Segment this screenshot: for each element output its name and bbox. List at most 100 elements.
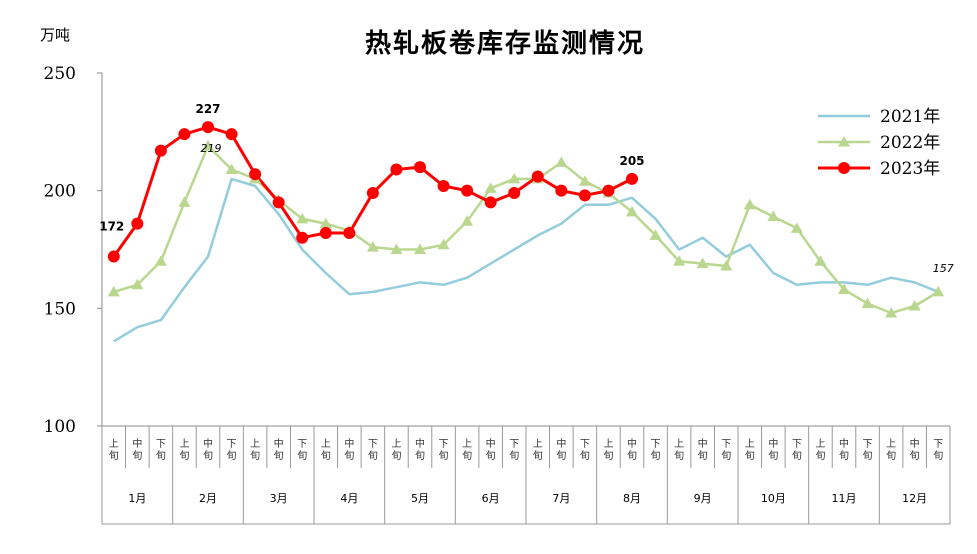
data-point (626, 172, 638, 185)
x-subperiod-label: 下旬 (439, 439, 449, 462)
data-point (414, 243, 426, 254)
data-point (390, 243, 403, 254)
x-subperiod-label: 下旬 (933, 439, 943, 462)
x-subperiod-label: 上旬 (179, 438, 189, 462)
data-point (461, 184, 474, 197)
data-point (696, 257, 709, 269)
data-point (484, 182, 497, 193)
x-subperiod-label: 下旬 (156, 439, 166, 462)
y-axis-ticks: 100 150 200 250 (44, 64, 102, 437)
x-subperiod-label: 中旬 (698, 437, 708, 462)
data-point (225, 128, 238, 141)
y-tick-label: 250 (44, 64, 76, 84)
x-subperiod-label: 上旬 (603, 438, 613, 462)
data-point (437, 179, 450, 192)
data-point (272, 196, 285, 209)
data-point (249, 168, 262, 181)
x-month-label: 12月 (902, 492, 927, 505)
data-point (578, 189, 591, 202)
data-point (461, 215, 474, 226)
data-label: 172 (99, 220, 124, 234)
data-point (107, 285, 120, 297)
x-month-label: 9月 (694, 492, 712, 505)
x-subperiod-label: 中旬 (910, 437, 920, 462)
data-label: 157 (933, 262, 954, 275)
data-point (555, 184, 568, 197)
data-point (390, 163, 403, 176)
series-line (113, 177, 939, 343)
series-markers (107, 121, 945, 318)
data-point (131, 217, 144, 230)
x-month-label: 7月 (552, 492, 570, 505)
x-subperiod-label: 上旬 (250, 438, 260, 462)
data-point (154, 144, 167, 157)
x-month-label: 4月 (340, 492, 358, 505)
x-subperiod-label: 下旬 (509, 439, 519, 462)
x-subperiod-label: 下旬 (651, 439, 661, 462)
x-subperiod-label: 中旬 (768, 437, 778, 462)
data-point (743, 198, 756, 210)
x-subperiod-label: 上旬 (109, 438, 119, 462)
x-subperiod-label: 下旬 (297, 439, 307, 462)
x-month-label: 5月 (411, 492, 429, 505)
data-point (225, 163, 238, 174)
x-subperiod-label: 下旬 (863, 439, 873, 462)
x-subperiod-label: 中旬 (486, 437, 496, 462)
data-point (578, 175, 591, 186)
data-label: 205 (619, 154, 644, 168)
series-line (113, 144, 939, 315)
x-subperiod-label: 下旬 (721, 439, 731, 462)
x-subperiod-label: 上旬 (745, 438, 755, 462)
data-point (555, 156, 568, 167)
x-month-label: 8月 (623, 492, 641, 505)
x-month-label: 11月 (832, 492, 857, 505)
x-subperiod-label: 上旬 (674, 438, 684, 462)
data-point (720, 259, 733, 271)
x-subperiod-label: 中旬 (132, 437, 142, 462)
x-subperiod-label: 下旬 (792, 439, 802, 462)
data-point (484, 196, 497, 209)
data-point (508, 187, 521, 200)
series-lines (112, 125, 939, 343)
data-point (861, 297, 874, 309)
data-point (178, 196, 191, 207)
data-point (366, 241, 379, 252)
x-subperiod-label: 中旬 (556, 437, 566, 462)
legend-label: 2022年 (880, 133, 940, 153)
x-subperiod-label: 中旬 (274, 437, 284, 462)
x-month-label: 3月 (270, 492, 288, 505)
legend: 2021年 2022年 2023年 (818, 107, 940, 179)
data-point (626, 205, 638, 217)
data-point (366, 187, 379, 200)
x-subperiod-label: 中旬 (627, 437, 637, 462)
x-month-label: 1月 (128, 492, 146, 505)
data-point (790, 222, 803, 233)
data-point (767, 210, 780, 222)
y-tick-label: 150 (44, 299, 76, 319)
data-point (885, 307, 898, 318)
data-point (107, 250, 120, 263)
x-subperiod-label: 上旬 (533, 438, 543, 462)
legend-label: 2023年 (880, 159, 940, 179)
x-subperiod-label: 中旬 (415, 437, 425, 462)
data-point (531, 170, 544, 183)
y-tick-label: 200 (44, 182, 76, 202)
data-point (154, 255, 167, 266)
data-point (178, 128, 191, 141)
data-label: 227 (195, 102, 220, 116)
legend-marker (838, 136, 850, 147)
y-tick-label: 100 (44, 417, 76, 437)
chart-title: 热轧板卷库存监测情况 (365, 29, 645, 59)
x-subperiod-label: 上旬 (462, 438, 472, 462)
data-point (202, 121, 214, 134)
legend-marker (838, 162, 850, 174)
legend-label: 2021年 (880, 107, 940, 127)
x-month-label: 6月 (482, 492, 500, 505)
x-subperiod-label: 上旬 (321, 438, 331, 462)
x-subperiod-label: 下旬 (368, 439, 378, 462)
x-subperiod-label: 下旬 (227, 439, 237, 462)
data-point (602, 184, 615, 197)
x-subperiod-label: 上旬 (815, 438, 825, 462)
x-axis-table: 上旬中旬下旬上旬中旬下旬上旬中旬下旬上旬中旬下旬上旬中旬下旬上旬中旬下旬上旬中旬… (101, 426, 951, 525)
